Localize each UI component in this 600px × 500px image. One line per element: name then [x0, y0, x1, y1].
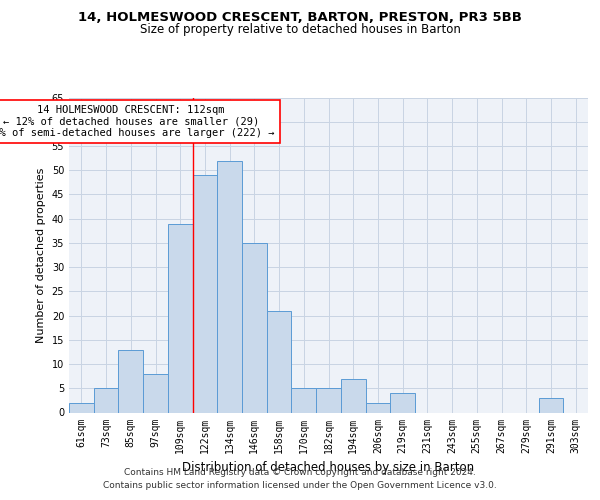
Bar: [168, 224, 193, 412]
Y-axis label: Number of detached properties: Number of detached properties: [36, 168, 46, 342]
Text: 14, HOLMESWOOD CRESCENT, BARTON, PRESTON, PR3 5BB: 14, HOLMESWOOD CRESCENT, BARTON, PRESTON…: [78, 11, 522, 24]
Bar: [143, 374, 168, 412]
Bar: [69, 403, 94, 412]
Text: 14 HOLMESWOOD CRESCENT: 112sqm
← 12% of detached houses are smaller (29)
88% of : 14 HOLMESWOOD CRESCENT: 112sqm ← 12% of …: [0, 105, 275, 138]
Bar: [292, 388, 316, 412]
Bar: [267, 310, 292, 412]
Bar: [365, 403, 390, 412]
Text: Size of property relative to detached houses in Barton: Size of property relative to detached ho…: [140, 24, 460, 36]
Bar: [341, 378, 365, 412]
Text: Contains public sector information licensed under the Open Government Licence v3: Contains public sector information licen…: [103, 480, 497, 490]
Bar: [217, 160, 242, 412]
Bar: [242, 243, 267, 412]
Text: Contains HM Land Registry data © Crown copyright and database right 2024.: Contains HM Land Registry data © Crown c…: [124, 468, 476, 477]
X-axis label: Distribution of detached houses by size in Barton: Distribution of detached houses by size …: [182, 461, 475, 474]
Bar: [390, 393, 415, 412]
Bar: [94, 388, 118, 412]
Bar: [316, 388, 341, 412]
Bar: [193, 175, 217, 412]
Bar: [118, 350, 143, 412]
Bar: [539, 398, 563, 412]
